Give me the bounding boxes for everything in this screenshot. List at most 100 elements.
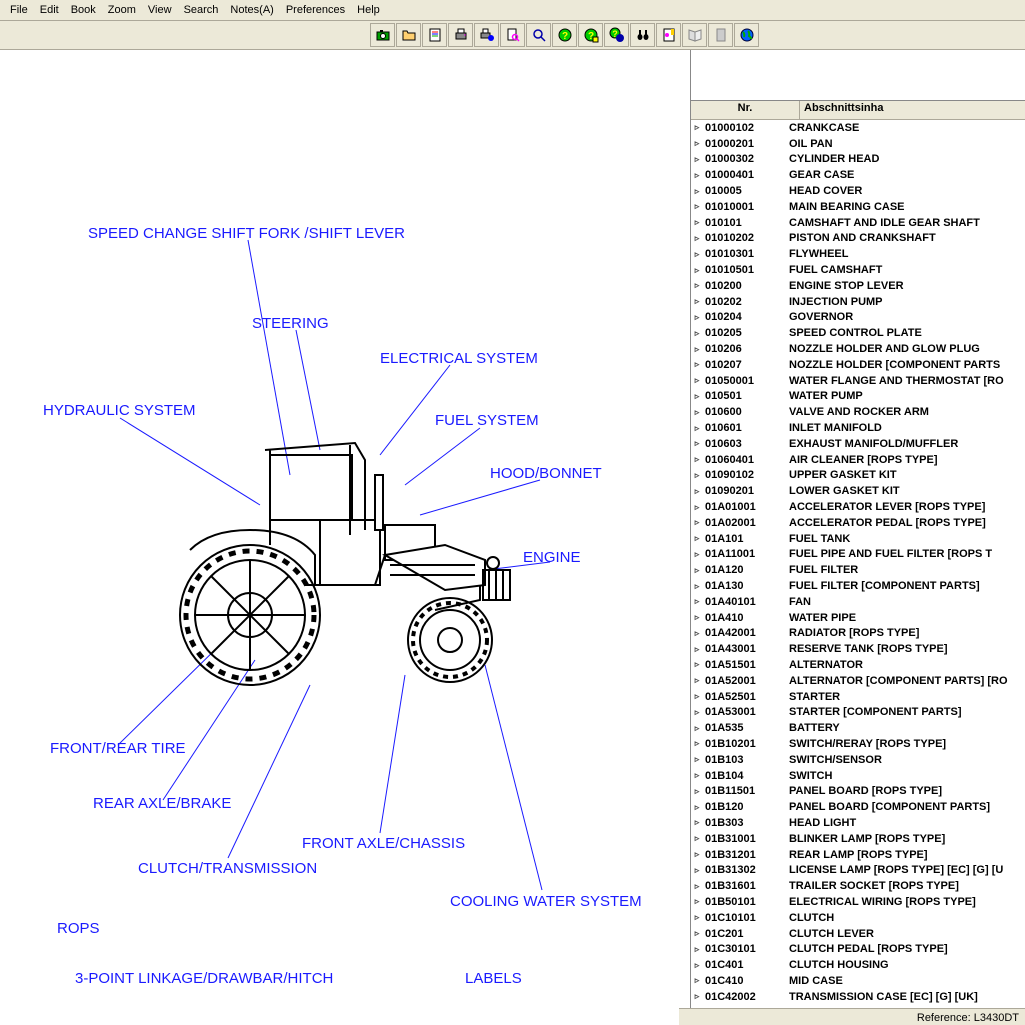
expand-icon[interactable]: ▹ (691, 122, 703, 133)
table-row[interactable]: ▹010005HEAD COVER (691, 183, 1025, 199)
callout-label[interactable]: ELECTRICAL SYSTEM (380, 350, 538, 367)
table-row[interactable]: ▹01B31001BLINKER LAMP [ROPS TYPE] (691, 831, 1025, 847)
expand-icon[interactable]: ▹ (691, 438, 703, 449)
table-row[interactable]: ▹01A51501ALTERNATOR (691, 657, 1025, 673)
callout-label[interactable]: LABELS (465, 970, 522, 987)
col-header-desc[interactable]: Abschnittsinha (800, 101, 1025, 119)
expand-icon[interactable]: ▹ (691, 549, 703, 560)
table-row[interactable]: ▹010205SPEED CONTROL PLATE (691, 325, 1025, 341)
expand-icon[interactable]: ▹ (691, 312, 703, 323)
table-row[interactable]: ▹01010001MAIN BEARING CASE (691, 199, 1025, 215)
table-row[interactable]: ▹01A120FUEL FILTER (691, 562, 1025, 578)
expand-icon[interactable]: ▹ (691, 170, 703, 181)
table-row[interactable]: ▹01010501FUEL CAMSHAFT (691, 262, 1025, 278)
expand-icon[interactable]: ▹ (691, 565, 703, 576)
expand-icon[interactable]: ▹ (691, 912, 703, 923)
print-icon[interactable] (448, 23, 473, 47)
table-row[interactable]: ▹01010202PISTON AND CRANKSHAFT (691, 231, 1025, 247)
expand-icon[interactable]: ▹ (691, 502, 703, 513)
table-row[interactable]: ▹01B31601TRAILER SOCKET [ROPS TYPE] (691, 878, 1025, 894)
menu-book[interactable]: Book (65, 2, 102, 18)
col-header-nr[interactable]: Nr. (691, 101, 800, 119)
expand-icon[interactable]: ▹ (691, 375, 703, 386)
table-row[interactable]: ▹010202INJECTION PUMP (691, 294, 1025, 310)
expand-icon[interactable]: ▹ (691, 486, 703, 497)
folder-icon[interactable] (396, 23, 421, 47)
camera-icon[interactable] (370, 23, 395, 47)
expand-icon[interactable]: ▹ (691, 596, 703, 607)
binoculars-icon[interactable] (630, 23, 655, 47)
callout-label[interactable]: CLUTCH/TRANSMISSION (138, 860, 317, 877)
print-dialog-icon[interactable] (474, 23, 499, 47)
expand-icon[interactable]: ▹ (691, 944, 703, 955)
table-row[interactable]: ▹01A410WATER PIPE (691, 610, 1025, 626)
callout-label[interactable]: REAR AXLE/BRAKE (93, 795, 231, 812)
callout-label[interactable]: HOOD/BONNET (490, 465, 602, 482)
bookmark-icon[interactable] (656, 23, 681, 47)
expand-icon[interactable]: ▹ (691, 154, 703, 165)
table-row[interactable]: ▹01B103SWITCH/SENSOR (691, 752, 1025, 768)
table-row[interactable]: ▹01A40101FAN (691, 594, 1025, 610)
expand-icon[interactable]: ▹ (691, 723, 703, 734)
expand-icon[interactable]: ▹ (691, 960, 703, 971)
expand-icon[interactable]: ▹ (691, 581, 703, 592)
table-row[interactable]: ▹010206NOZZLE HOLDER AND GLOW PLUG (691, 341, 1025, 357)
menu-edit[interactable]: Edit (34, 2, 65, 18)
callout-label[interactable]: 3-POINT LINKAGE/DRAWBAR/HITCH (75, 970, 333, 987)
expand-icon[interactable]: ▹ (691, 691, 703, 702)
expand-icon[interactable]: ▹ (691, 407, 703, 418)
menu-preferences[interactable]: Preferences (280, 2, 351, 18)
expand-icon[interactable]: ▹ (691, 201, 703, 212)
table-row[interactable]: ▹01C30101CLUTCH PEDAL [ROPS TYPE] (691, 941, 1025, 957)
expand-icon[interactable]: ▹ (691, 817, 703, 828)
find-page-icon[interactable] (500, 23, 525, 47)
table-row[interactable]: ▹01B50101ELECTRICAL WIRING [ROPS TYPE] (691, 894, 1025, 910)
table-row[interactable]: ▹01A01001ACCELERATOR LEVER [ROPS TYPE] (691, 499, 1025, 515)
callout-label[interactable]: COOLING WATER SYSTEM (450, 893, 642, 910)
table-row[interactable]: ▹01A52001ALTERNATOR [COMPONENT PARTS] [R… (691, 673, 1025, 689)
expand-icon[interactable]: ▹ (691, 881, 703, 892)
menu-notes[interactable]: Notes(A) (224, 2, 279, 18)
zoom-icon[interactable] (526, 23, 551, 47)
callout-label[interactable]: HYDRAULIC SYSTEM (43, 402, 196, 419)
menu-help[interactable]: Help (351, 2, 386, 18)
table-row[interactable]: ▹01090201LOWER GASKET KIT (691, 483, 1025, 499)
table-row[interactable]: ▹01C201CLUTCH LEVER (691, 926, 1025, 942)
expand-icon[interactable]: ▹ (691, 454, 703, 465)
expand-icon[interactable]: ▹ (691, 849, 703, 860)
expand-icon[interactable]: ▹ (691, 391, 703, 402)
table-row[interactable]: ▹010200ENGINE STOP LEVER (691, 278, 1025, 294)
table-row[interactable]: ▹01B104SWITCH (691, 768, 1025, 784)
callout-label[interactable]: FRONT AXLE/CHASSIS (302, 835, 465, 852)
book-open-icon[interactable] (682, 23, 707, 47)
expand-icon[interactable]: ▹ (691, 675, 703, 686)
expand-icon[interactable]: ▹ (691, 517, 703, 528)
book-icon[interactable] (708, 23, 733, 47)
table-row[interactable]: ▹01000201OIL PAN (691, 136, 1025, 152)
help-context-icon[interactable]: ? (604, 23, 629, 47)
expand-icon[interactable]: ▹ (691, 770, 703, 781)
expand-icon[interactable]: ▹ (691, 707, 703, 718)
table-row[interactable]: ▹01A11001FUEL PIPE AND FUEL FILTER [ROPS… (691, 547, 1025, 563)
table-row[interactable]: ▹010601INLET MANIFOLD (691, 420, 1025, 436)
table-row[interactable]: ▹01A535BATTERY (691, 720, 1025, 736)
table-row[interactable]: ▹010207NOZZLE HOLDER [COMPONENT PARTS (691, 357, 1025, 373)
expand-icon[interactable]: ▹ (691, 865, 703, 876)
help-index-icon[interactable]: ? (578, 23, 603, 47)
expand-icon[interactable]: ▹ (691, 928, 703, 939)
expand-icon[interactable]: ▹ (691, 786, 703, 797)
menu-view[interactable]: View (142, 2, 178, 18)
expand-icon[interactable]: ▹ (691, 233, 703, 244)
expand-icon[interactable]: ▹ (691, 280, 703, 291)
expand-icon[interactable]: ▹ (691, 186, 703, 197)
expand-icon[interactable]: ▹ (691, 975, 703, 986)
menu-file[interactable]: File (4, 2, 34, 18)
table-row[interactable]: ▹010101CAMSHAFT AND IDLE GEAR SHAFT (691, 215, 1025, 231)
table-row[interactable]: ▹01B31201REAR LAMP [ROPS TYPE] (691, 847, 1025, 863)
expand-icon[interactable]: ▹ (691, 296, 703, 307)
expand-icon[interactable]: ▹ (691, 265, 703, 276)
table-row[interactable]: ▹01B10201SWITCH/RERAY [ROPS TYPE] (691, 736, 1025, 752)
table-row[interactable]: ▹01060401AIR CLEANER [ROPS TYPE] (691, 452, 1025, 468)
expand-icon[interactable]: ▹ (691, 991, 703, 1002)
menu-zoom[interactable]: Zoom (102, 2, 142, 18)
